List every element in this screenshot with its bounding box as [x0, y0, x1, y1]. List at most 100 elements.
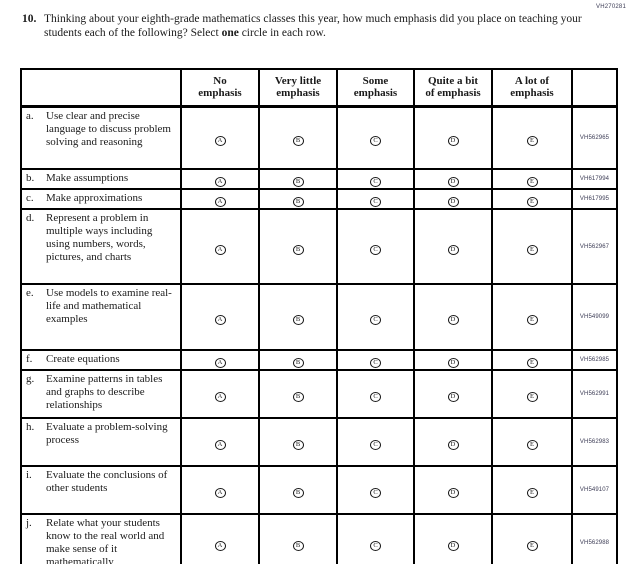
- answer-bubble-d[interactable]: D: [447, 488, 459, 499]
- answer-bubble-a[interactable]: A: [214, 177, 226, 188]
- answer-bubble-b[interactable]: B: [292, 244, 304, 255]
- row-letter: g.: [26, 373, 35, 385]
- item-code: VH562965: [571, 105, 618, 170]
- row-letter: c.: [26, 192, 34, 204]
- answer-bubble-e[interactable]: E: [526, 244, 538, 255]
- answer-bubble-d[interactable]: D: [447, 358, 459, 369]
- item-code: VH562967: [571, 208, 618, 285]
- row-label: Use models to examine real-life and math…: [46, 287, 172, 325]
- answer-bubble-d[interactable]: D: [447, 541, 459, 552]
- column-header-no-emphasis: No emphasis: [180, 68, 260, 108]
- column-header-a-lot-of-emphasis: A lot of emphasis: [491, 68, 573, 108]
- table-row-j: j. Relate what your students know to the …: [20, 513, 618, 564]
- answer-bubble-a[interactable]: A: [214, 197, 226, 208]
- question-text-part1: Thinking about your eighth-grade mathema…: [44, 13, 582, 39]
- item-code: VH617994: [571, 168, 618, 190]
- question-bold-word: one: [221, 27, 239, 39]
- answer-bubble-e[interactable]: E: [526, 358, 538, 369]
- answer-bubble-d[interactable]: D: [447, 392, 459, 403]
- answer-bubble-e[interactable]: E: [526, 488, 538, 499]
- answer-bubble-e[interactable]: E: [526, 392, 538, 403]
- answer-bubble-d[interactable]: D: [447, 244, 459, 255]
- answer-bubble-c[interactable]: C: [370, 244, 381, 255]
- table-row-b: b. Make assumptions A B C D E VH617994: [20, 168, 618, 190]
- row-label: Evaluate the conclusions of other studen…: [46, 469, 168, 494]
- accession-code: VH270281: [596, 4, 626, 10]
- answer-bubble-e[interactable]: E: [526, 315, 538, 326]
- answer-bubble-a[interactable]: A: [214, 440, 226, 451]
- row-label: Use clear and precise language to discus…: [46, 109, 171, 148]
- row-letter: h.: [26, 421, 35, 433]
- item-code: VH562983: [571, 417, 618, 467]
- header-row: No emphasis Very little emphasis Some em…: [20, 68, 618, 108]
- answer-bubble-b[interactable]: B: [292, 197, 304, 208]
- table-row-d: d. Represent a problem in multiple ways i…: [20, 208, 618, 285]
- table-row-a: a. Use clear and precise language to disc…: [20, 105, 618, 170]
- answer-bubble-e[interactable]: E: [526, 136, 538, 146]
- item-code: VH617995: [571, 188, 618, 210]
- answer-bubble-e[interactable]: E: [526, 197, 538, 208]
- answer-bubble-a[interactable]: A: [214, 541, 226, 552]
- answer-bubble-c[interactable]: C: [370, 197, 381, 208]
- item-code: VH562991: [571, 369, 618, 419]
- row-letter: e.: [26, 287, 34, 299]
- answer-bubble-d[interactable]: D: [447, 440, 459, 451]
- answer-bubble-b[interactable]: B: [292, 488, 304, 499]
- answer-bubble-d[interactable]: D: [447, 197, 459, 208]
- answer-bubble-c[interactable]: C: [370, 541, 381, 552]
- answer-bubble-a[interactable]: A: [214, 315, 226, 326]
- answer-bubble-c[interactable]: C: [370, 177, 381, 188]
- row-letter: b.: [26, 172, 35, 184]
- table-row-g: g. Examine patterns in tables and graphs …: [20, 369, 618, 419]
- answer-bubble-d[interactable]: D: [447, 315, 459, 326]
- answer-bubble-c[interactable]: C: [370, 488, 381, 499]
- item-code: VH549107: [571, 465, 618, 515]
- row-label: Relate what your students know to the re…: [46, 517, 165, 564]
- row-label: Examine patterns in tables and graphs to…: [46, 373, 163, 411]
- column-header-quite-a-bit-of-emphasis: Quite a bit of emphasis: [413, 68, 493, 108]
- row-label: Evaluate a problem-solving process: [46, 421, 168, 446]
- question-number: 10.: [22, 13, 37, 25]
- answer-bubble-a[interactable]: A: [214, 392, 226, 403]
- answer-bubble-b[interactable]: B: [292, 315, 304, 326]
- column-header-some-emphasis: Some emphasis: [336, 68, 415, 108]
- table-row-i: i. Evaluate the conclusions of other stud…: [20, 465, 618, 515]
- answer-bubble-a[interactable]: A: [214, 358, 226, 369]
- answer-bubble-c[interactable]: C: [370, 315, 381, 326]
- answer-bubble-c[interactable]: C: [370, 392, 381, 403]
- item-code: VH562988: [571, 513, 618, 564]
- item-column-header: [20, 68, 182, 108]
- answer-bubble-a[interactable]: A: [214, 488, 226, 499]
- answer-bubble-b[interactable]: B: [292, 358, 304, 369]
- column-header-very-little-emphasis: Very little emphasis: [258, 68, 338, 108]
- table-row-f: f. Create equations A B C D E VH562985: [20, 349, 618, 371]
- answer-bubble-b[interactable]: B: [292, 541, 304, 552]
- row-label: Make assumptions: [46, 172, 129, 184]
- answer-bubble-e[interactable]: E: [526, 440, 538, 451]
- answer-bubble-e[interactable]: E: [526, 541, 538, 552]
- answer-bubble-d[interactable]: D: [447, 136, 459, 146]
- answer-bubble-e[interactable]: E: [526, 177, 538, 188]
- answer-bubble-c[interactable]: C: [370, 136, 381, 146]
- answer-bubble-a[interactable]: A: [214, 136, 226, 146]
- answer-bubble-b[interactable]: B: [292, 392, 304, 403]
- row-letter: f.: [26, 353, 33, 365]
- answer-bubble-c[interactable]: C: [370, 440, 381, 451]
- answer-bubble-c[interactable]: C: [370, 358, 381, 369]
- item-code: VH549099: [571, 283, 618, 351]
- question-text-part2: circle in each row.: [238, 27, 326, 39]
- answer-bubble-b[interactable]: B: [292, 136, 304, 146]
- row-letter: i.: [26, 469, 32, 481]
- question-block: 10. Thinking about your eighth-grade mat…: [22, 12, 600, 40]
- question-text: Thinking about your eighth-grade mathema…: [44, 12, 592, 40]
- code-column-header: [571, 68, 618, 108]
- answer-bubble-b[interactable]: B: [292, 177, 304, 188]
- table-row-e: e. Use models to examine real-life and ma…: [20, 283, 618, 351]
- answer-bubble-b[interactable]: B: [292, 440, 304, 451]
- row-label: Make approximations: [46, 192, 143, 204]
- item-code: VH562985: [571, 349, 618, 371]
- answer-bubble-a[interactable]: A: [214, 244, 226, 255]
- row-letter: j.: [26, 517, 32, 529]
- answer-bubble-d[interactable]: D: [447, 177, 459, 188]
- row-label: Create equations: [46, 353, 120, 365]
